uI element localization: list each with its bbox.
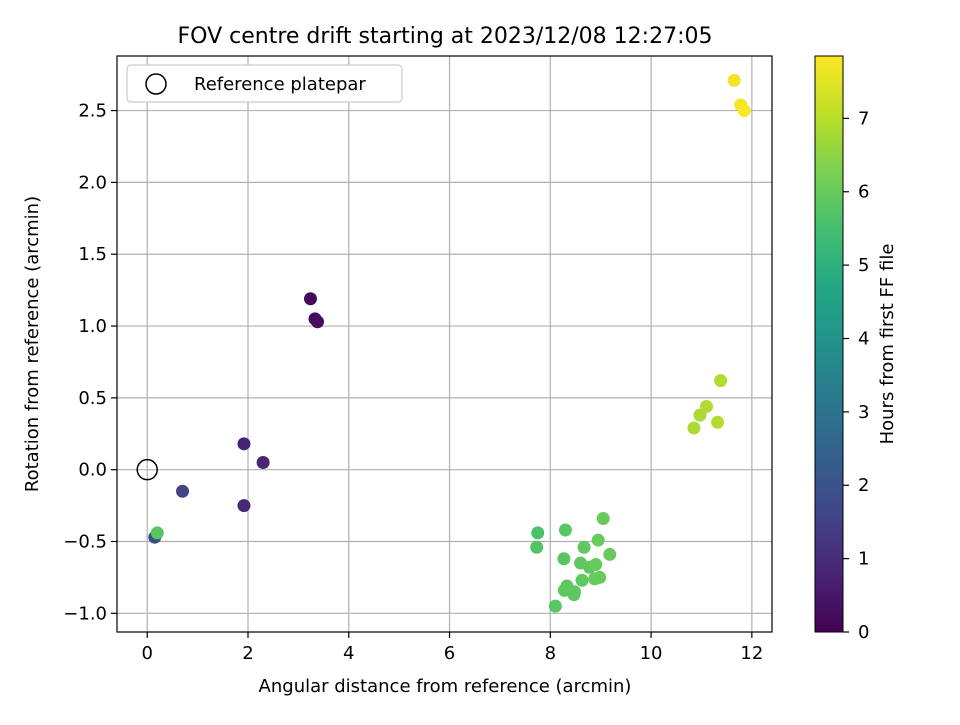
y-tick-label: 2.0 [78,172,107,193]
data-points [148,73,751,613]
y-tick-label: 2.5 [78,101,107,122]
data-point [237,437,251,451]
reference-platepar-marker [136,458,158,481]
colorbar-tick-label: 3 [858,402,869,423]
colorbar-tick-label: 5 [858,255,869,276]
data-point [693,408,707,422]
data-point [558,523,572,537]
data-point [593,570,607,584]
data-point [303,292,317,306]
data-point [714,374,728,388]
data-point [711,415,725,429]
colorbar-ticks: 0 1 2 3 4 5 6 7 [843,108,869,643]
data-point [591,533,605,547]
y-tick-label: 1.0 [78,316,107,337]
x-axis-label: Angular distance from reference (arcmin) [259,676,632,697]
chart-title: FOV centre drift starting at 2023/12/08 … [178,24,713,49]
legend: Reference platepar [126,64,403,103]
data-point [596,512,610,526]
colorbar-gradient [814,55,844,633]
x-tick-label: 6 [444,643,455,664]
data-point [176,484,189,498]
y-tick-label: −1.0 [63,603,107,624]
colorbar-tick-label: 4 [858,328,869,349]
legend-label-reference-platepar: Reference platepar [194,74,366,95]
x-tick-label: 4 [343,643,354,664]
data-point [575,573,589,587]
x-tick-label: 0 [142,643,153,664]
y-axis-ticks: −1.0 −0.5 0.0 0.5 1.0 1.5 2.0 2.5 [63,101,117,624]
colorbar-tick-label: 2 [858,475,869,496]
plot-frame [116,55,773,633]
legend-marker-open-circle [145,73,167,95]
data-point [589,557,603,571]
data-point [150,526,164,540]
data-point [256,456,270,470]
y-tick-label: −0.5 [63,532,107,553]
data-point [727,73,741,87]
data-point [311,315,325,329]
data-point [548,599,562,613]
y-tick-label: 0.0 [78,460,107,481]
colorbar: 0 1 2 3 4 5 6 7 Hours from first FF file [814,55,898,643]
x-axis-ticks: 0 2 4 6 8 10 12 [142,632,763,664]
data-point [237,499,251,513]
colorbar-tick-label: 1 [858,549,869,570]
data-point [531,526,545,540]
x-tick-label: 10 [640,643,663,664]
colorbar-label: Hours from first FF file [877,244,898,445]
colorbar-tick-label: 7 [858,108,869,129]
y-tick-label: 0.5 [78,388,107,409]
data-point [530,540,544,554]
x-tick-label: 12 [740,643,763,664]
data-point [603,547,617,561]
data-point [687,421,701,435]
data-point [577,540,591,554]
grid [117,56,772,632]
y-tick-label: 1.5 [78,244,107,265]
data-point [557,552,571,566]
data-point [567,588,581,602]
data-point [737,104,751,118]
colorbar-tick-label: 6 [858,182,869,203]
x-tick-label: 2 [242,643,253,664]
y-axis-label: Rotation from reference (arcmin) [22,196,43,492]
x-tick-label: 8 [545,643,556,664]
legend-box [126,64,403,103]
colorbar-tick-label: 0 [858,622,869,643]
